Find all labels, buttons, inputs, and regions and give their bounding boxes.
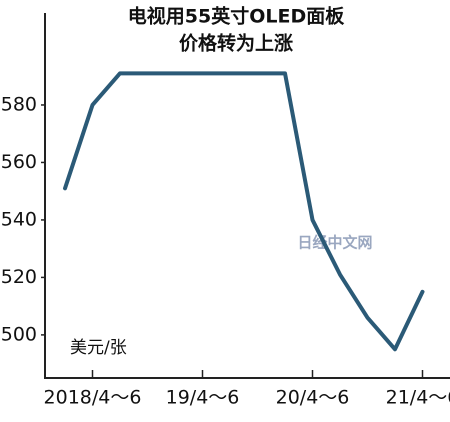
y-axis-label: 美元/张	[70, 338, 127, 358]
y-tick-label: 580	[1, 93, 37, 115]
line-series	[63, 71, 425, 352]
x-tick-label: 19/4～6	[166, 387, 240, 409]
y-tick-label: 540	[1, 208, 37, 230]
y-tick-label: 520	[1, 266, 37, 288]
x-tick-label: 21/4～6	[386, 387, 450, 409]
watermark: 日经中文网	[297, 234, 372, 252]
chart-title: 电视用55英寸OLED面板	[128, 5, 345, 28]
y-tick-label: 500	[1, 323, 37, 345]
y-tick-label: 560	[1, 151, 37, 173]
x-tick-label: 2018/4～6	[44, 387, 142, 409]
chart-title: 价格转为上涨	[179, 32, 293, 55]
x-tick-label: 20/4～6	[276, 387, 350, 409]
